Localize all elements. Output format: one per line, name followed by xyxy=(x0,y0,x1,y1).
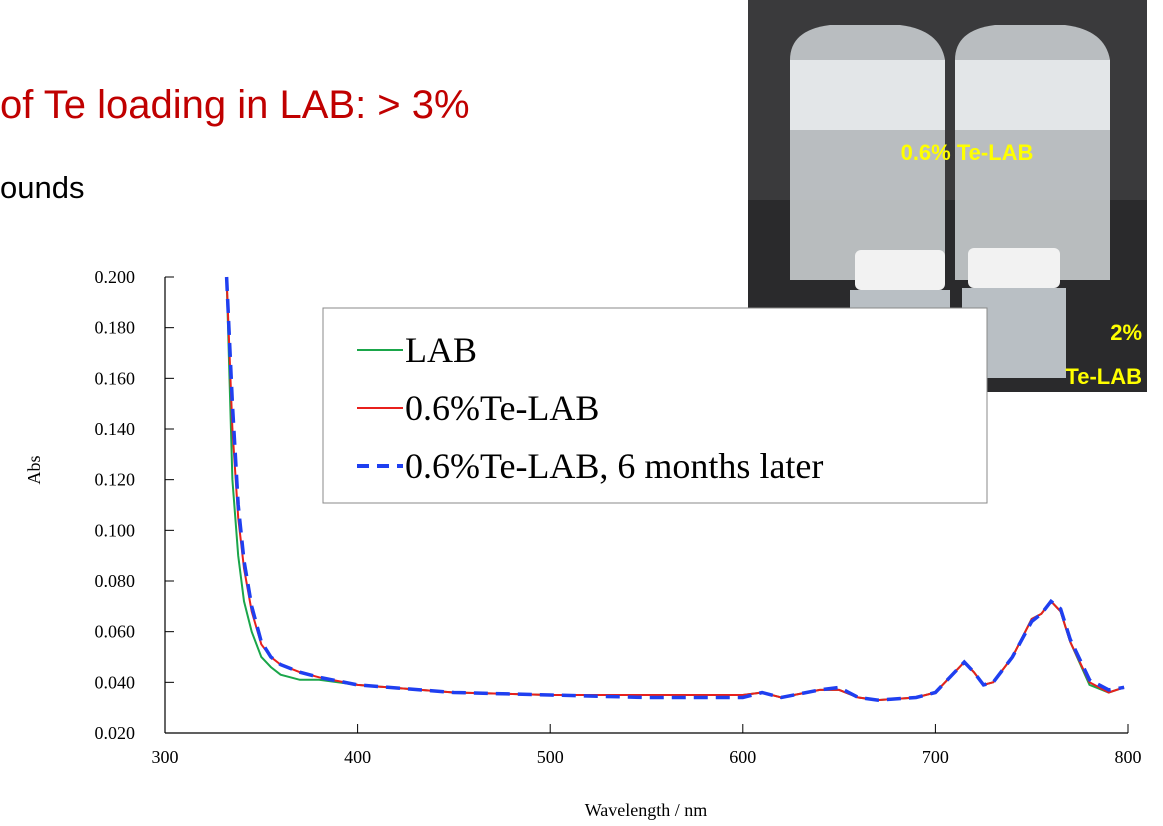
slide-subtext: ounds xyxy=(0,170,84,205)
x-tick-label: 600 xyxy=(729,747,756,767)
legend: LAB 0.6%Te-LAB 0.6%Te-LAB, 6 months later xyxy=(322,307,988,504)
legend-label: LAB xyxy=(405,330,477,370)
legend-label: 0.6%Te-LAB xyxy=(405,388,599,428)
y-tick-label: 0.140 xyxy=(95,419,136,439)
y-tick-label: 0.160 xyxy=(95,368,136,388)
y-tick-label: 0.120 xyxy=(95,470,136,490)
legend-box xyxy=(322,307,988,504)
chart: 0.020 0.040 0.060 0.080 0.100 0.120 0.140 0.160… xyxy=(95,267,1142,767)
x-tick-label: 700 xyxy=(922,747,949,767)
x-tick-label: 300 xyxy=(152,747,179,767)
y-tick-label: 0.040 xyxy=(95,672,136,692)
x-axis-label: Wavelength / nm xyxy=(585,800,708,820)
photo-label: Te-LAB xyxy=(1065,364,1142,389)
series-line xyxy=(224,276,1125,702)
y-tick-label: 0.180 xyxy=(95,318,136,338)
legend-label: 0.6%Te-LAB, 6 months later xyxy=(405,446,823,486)
y-tick-label: 0.080 xyxy=(95,571,136,591)
photo-label: 2% xyxy=(1110,320,1142,345)
x-tick-label: 400 xyxy=(344,747,371,767)
y-tick-label: 0.060 xyxy=(95,622,136,642)
y-axis-label: Abs xyxy=(24,455,44,484)
y-tick-label: 0.100 xyxy=(95,520,136,540)
photo-label: 0.6% Te-LAB xyxy=(901,140,1034,165)
y-tick-label: 0.020 xyxy=(95,723,136,743)
y-tick-label: 0.200 xyxy=(95,267,136,287)
x-tick-label: 800 xyxy=(1115,747,1142,767)
slide-heading: of Te loading in LAB: > 3% xyxy=(0,83,470,127)
x-tick-label: 500 xyxy=(537,747,564,767)
